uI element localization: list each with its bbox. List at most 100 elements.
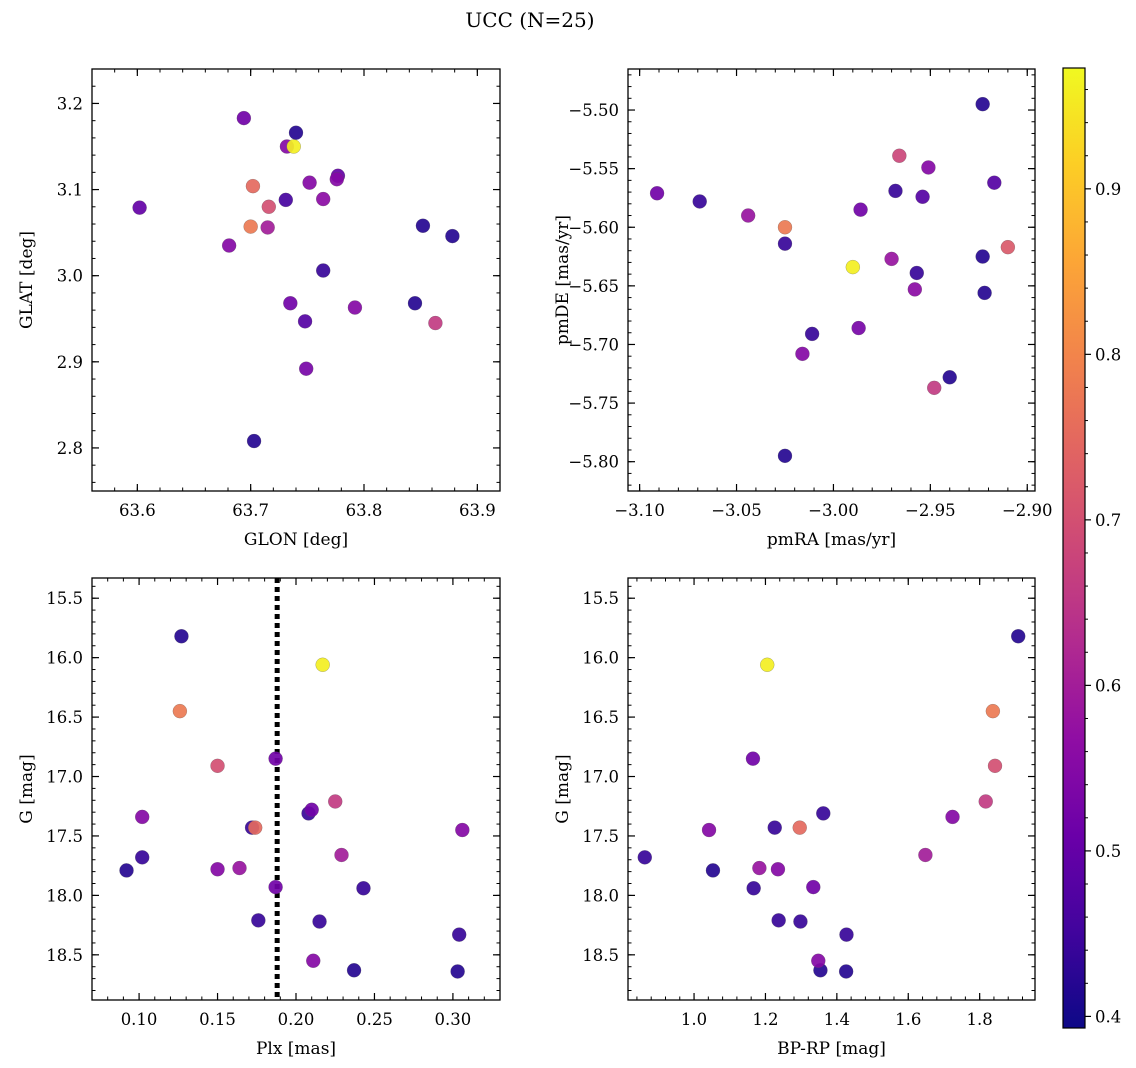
scatter-point (135, 809, 150, 825)
scatter-point (450, 964, 465, 979)
y-tick-label: 15.5 (582, 589, 619, 608)
scatter-point (452, 927, 467, 942)
y-axis-label: pmDE [mas/yr] (553, 215, 573, 345)
colorbar-tick-label: 0.7 (1095, 511, 1121, 530)
y-tick-label: 3.0 (57, 267, 83, 286)
scatter-point (283, 296, 298, 311)
y-tick-label: −5.60 (568, 218, 619, 237)
y-axis-label: GLAT [deg] (17, 231, 37, 329)
scatter-point (455, 822, 470, 838)
scatter-point (637, 850, 652, 865)
x-tick-label: 0.15 (199, 1010, 236, 1029)
scatter-point (777, 220, 793, 235)
x-axis-label: pmRA [mas/yr] (767, 530, 896, 550)
scatter-point (135, 850, 150, 865)
x-tick-label: 63.6 (119, 501, 156, 520)
scatter-point (740, 208, 756, 223)
y-tick-label: −5.50 (568, 101, 619, 120)
scatter-point (316, 263, 331, 278)
scatter-point (804, 326, 820, 342)
scatter-point (985, 703, 1001, 719)
scatter-point (346, 963, 362, 978)
scatter-point (1000, 239, 1016, 255)
scatter-point (245, 178, 261, 194)
scatter-point (268, 879, 283, 895)
scatter-point (987, 758, 1003, 774)
y-tick-label: 3.1 (57, 181, 83, 200)
y-tick-label: 16.0 (582, 649, 619, 668)
x-tick-label: −2.90 (1002, 501, 1053, 520)
scatter-point (329, 172, 344, 187)
scatter-point (845, 259, 861, 275)
panel-glon-glat: 63.6 63.7 63.8 63.9 2.8 2.9 3.0 3.1 3.2 GLON [deg… (17, 68, 501, 550)
scatter-point (978, 794, 993, 809)
scatter-point (428, 315, 443, 331)
scatter-point (210, 862, 225, 877)
y-tick-label: 16.0 (46, 649, 83, 668)
scatter-point (299, 361, 314, 376)
scatter-point (767, 820, 782, 835)
scatter-point (1011, 629, 1026, 644)
y-tick-label: 15.5 (46, 589, 83, 608)
x-tick-label: 1.2 (752, 1010, 778, 1029)
scatter-point (251, 913, 266, 928)
scatter-point (701, 822, 717, 838)
scatter-point (278, 192, 293, 208)
y-tick-label: −5.55 (568, 160, 619, 179)
x-tick-label: 63.7 (232, 501, 269, 520)
scatter-point (172, 703, 188, 719)
panel-plx-g: 0.10 0.15 0.20 0.25 0.30 15.5 16.0 16.5 17.0 17.5… (17, 577, 501, 1059)
x-tick-label: −3.00 (808, 501, 859, 520)
figure-title: UCC (N=25) (465, 8, 594, 32)
y-tick-label: −5.75 (568, 394, 619, 413)
y-tick-label: 18.0 (582, 886, 619, 905)
scatter-point (268, 751, 283, 766)
scatter-point (261, 199, 276, 214)
y-axis-label: G [mag] (553, 754, 573, 823)
scatter-point (915, 189, 930, 204)
colorbar-tick-label: 0.4 (1095, 1007, 1121, 1026)
scatter-point (927, 380, 942, 396)
scatter-point (839, 927, 854, 942)
x-tick-label: 63.8 (346, 501, 383, 520)
scatter-point (892, 148, 907, 163)
y-tick-label: −5.70 (568, 335, 619, 354)
x-tick-label: 1.8 (967, 1010, 993, 1029)
scatter-point (853, 202, 868, 217)
x-tick-label: 0.20 (278, 1010, 315, 1029)
scatter-point (942, 370, 957, 385)
y-tick-label: −5.65 (568, 277, 619, 296)
y-tick-label: 2.9 (57, 353, 83, 372)
scatter-point (302, 175, 317, 190)
scatter-point (945, 809, 960, 825)
scatter-point (174, 629, 189, 644)
colorbar-tick-label: 0.8 (1095, 345, 1121, 364)
scatter-point (243, 219, 258, 234)
axes-frame (627, 577, 1036, 1001)
x-tick-label: 0.30 (435, 1010, 472, 1029)
axes-frame (91, 577, 501, 1001)
axes-frame (627, 68, 1036, 492)
scatter-point (921, 160, 936, 175)
y-tick-label: 18.5 (46, 946, 83, 965)
x-tick-label: 1.6 (895, 1010, 921, 1029)
x-tick-label: 0.25 (356, 1010, 393, 1029)
scatter-point (770, 862, 786, 877)
scatter-point (975, 249, 990, 264)
scatter-point (306, 953, 321, 968)
y-tick-label: 3.2 (57, 94, 83, 113)
colorbar-tick-label: 0.5 (1095, 842, 1121, 861)
scatter-point (445, 228, 460, 244)
x-tick-label: −3.10 (614, 501, 665, 520)
x-tick-label: 63.9 (459, 501, 496, 520)
scatter-point (777, 236, 793, 251)
scatter-point (407, 296, 423, 311)
scatter-point (356, 881, 371, 896)
scatter-point (909, 265, 924, 281)
scatter-point (752, 860, 767, 876)
scatter-point (705, 863, 721, 878)
y-tick-label: 17.5 (46, 827, 83, 846)
colorbar-tick-label: 0.6 (1095, 676, 1121, 695)
scatter-point (415, 218, 431, 233)
